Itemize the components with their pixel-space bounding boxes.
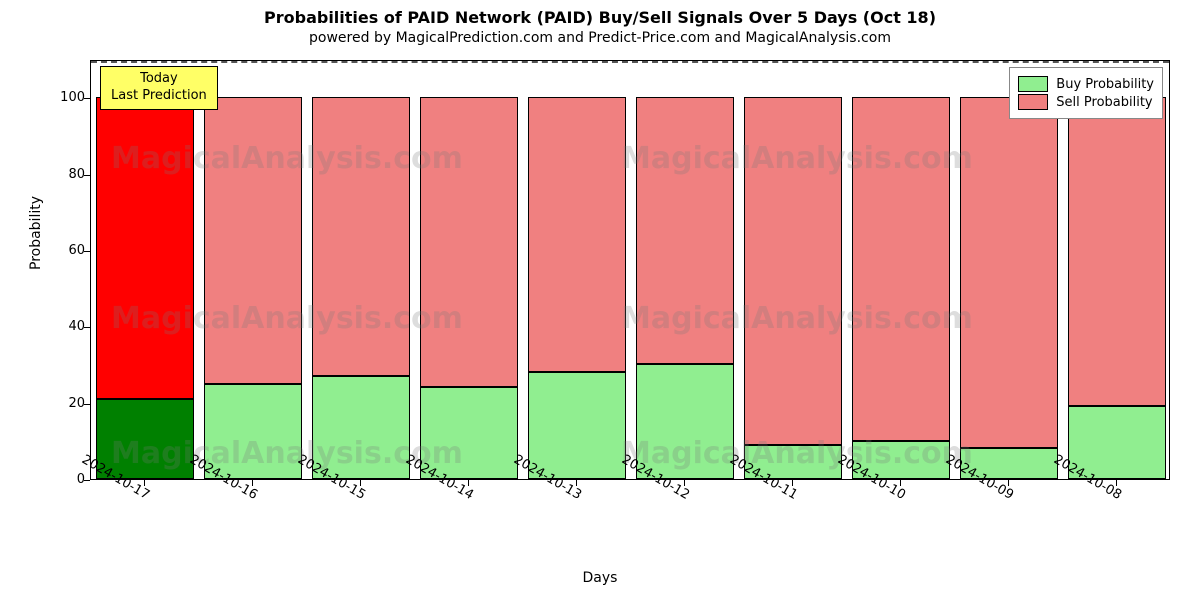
today-annotation: Today Last Prediction [100, 66, 218, 110]
y-tick-mark [84, 98, 90, 99]
y-tick-label: 100 [45, 90, 85, 105]
bar-sell [528, 97, 625, 372]
bar-slot [96, 59, 193, 479]
bar-buy [204, 384, 301, 479]
y-tick-label: 0 [45, 472, 85, 487]
bar-slot [420, 59, 517, 479]
chart-subtitle: powered by MagicalPrediction.com and Pre… [0, 30, 1200, 46]
y-axis-label: Probability [28, 196, 44, 270]
legend-swatch-buy [1018, 76, 1048, 92]
legend-item-buy: Buy Probability [1018, 76, 1154, 92]
bar-buy [528, 372, 625, 479]
bar-sell [204, 97, 301, 383]
y-tick-label: 20 [45, 396, 85, 411]
bar-slot [744, 59, 841, 479]
legend: Buy Probability Sell Probability [1009, 67, 1163, 119]
bar-sell [852, 97, 949, 441]
x-axis-label: Days [0, 570, 1200, 586]
y-tick-mark [84, 251, 90, 252]
legend-label-sell: Sell Probability [1056, 95, 1152, 110]
bar-slot [528, 59, 625, 479]
y-tick-label: 60 [45, 243, 85, 258]
bar-slot [204, 59, 301, 479]
y-tick-mark [84, 404, 90, 405]
bar-sell [636, 97, 733, 364]
legend-swatch-sell [1018, 94, 1048, 110]
bar-slot [852, 59, 949, 479]
bar-buy [420, 387, 517, 479]
bar-slot [636, 59, 733, 479]
chart-container: Probabilities of PAID Network (PAID) Buy… [0, 0, 1200, 600]
bar-sell [1068, 97, 1165, 406]
bar-slot [960, 59, 1057, 479]
y-tick-mark [84, 327, 90, 328]
bar-sell [312, 97, 409, 376]
y-tick-mark [84, 175, 90, 176]
annotation-line1: Today [140, 71, 178, 86]
bar-buy [312, 376, 409, 479]
bar-buy [636, 364, 733, 479]
bar-sell [744, 97, 841, 444]
plot-area: MagicalAnalysis.comMagicalAnalysis.comMa… [90, 60, 1170, 480]
y-tick-mark [84, 480, 90, 481]
bar-slot [312, 59, 409, 479]
bar-slot [1068, 59, 1165, 479]
bar-sell [960, 97, 1057, 448]
y-tick-label: 80 [45, 167, 85, 182]
y-tick-label: 40 [45, 319, 85, 334]
legend-item-sell: Sell Probability [1018, 94, 1154, 110]
legend-label-buy: Buy Probability [1056, 77, 1154, 92]
bar-sell [420, 97, 517, 387]
chart-title: Probabilities of PAID Network (PAID) Buy… [0, 8, 1200, 27]
annotation-line2: Last Prediction [111, 88, 207, 103]
bar-sell [96, 97, 193, 399]
